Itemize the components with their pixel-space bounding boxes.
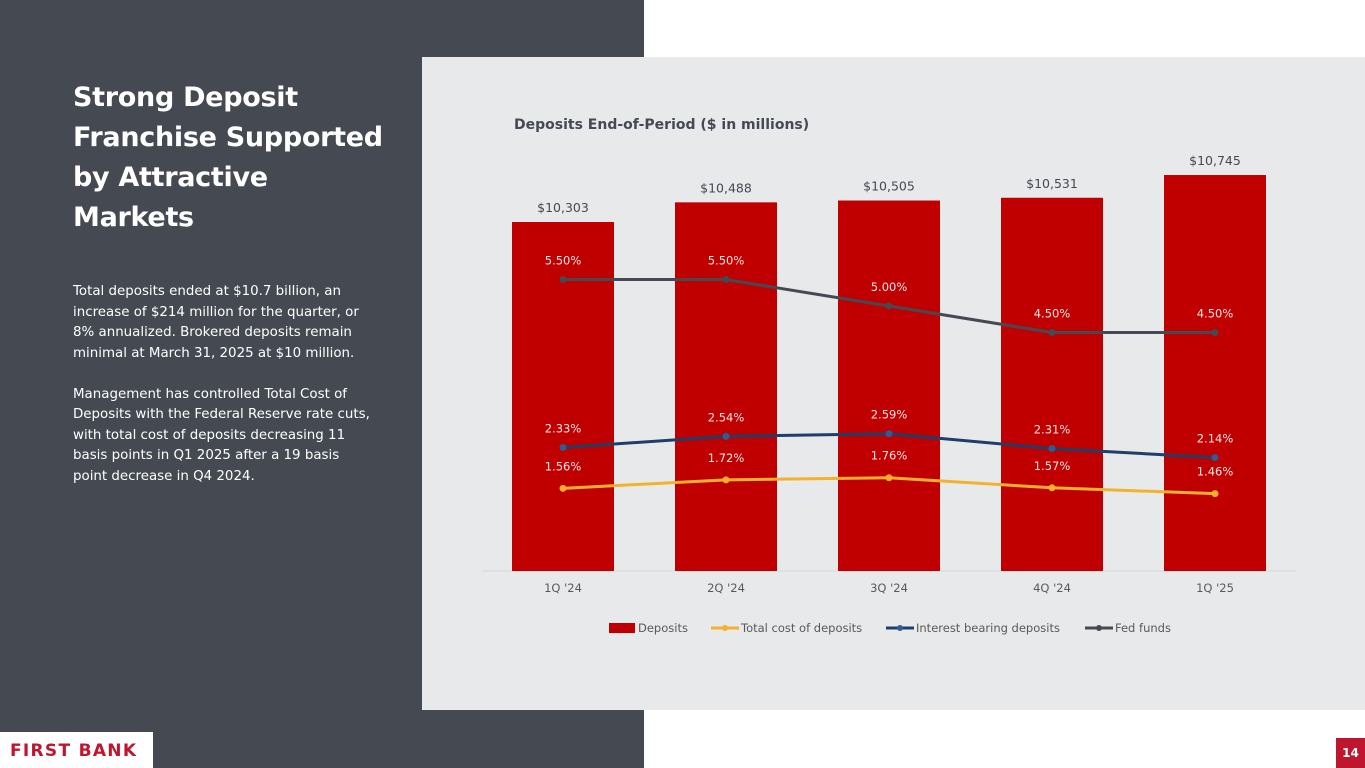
paragraph-deposits: Total deposits ended at $10.7 billion, a…	[73, 284, 359, 361]
label-fed-funds: 5.50%	[545, 254, 582, 268]
label-total-cost-of-deposits: 1.57%	[1034, 459, 1071, 473]
bar-deposits	[838, 200, 940, 571]
point-interest-bearing-deposits	[1048, 445, 1056, 453]
bar-deposits	[512, 222, 614, 571]
point-total-cost-of-deposits	[1211, 490, 1219, 498]
bar-deposits	[1001, 197, 1103, 572]
legend-label-interest-bearing-deposits: Interest bearing deposits	[916, 621, 1060, 635]
point-fed-funds	[1048, 329, 1056, 336]
point-total-cost-of-deposits	[885, 474, 893, 482]
bar-value-label: $10,745	[1189, 153, 1241, 168]
label-interest-bearing-deposits: 2.59%	[871, 408, 908, 422]
page-number: 14	[1336, 738, 1365, 768]
bar-value-label: $10,531	[1026, 176, 1078, 191]
legend: Deposits Total cost of deposits Interest b…	[609, 621, 1171, 635]
bar-deposits	[1164, 175, 1266, 571]
label-fed-funds: 4.50%	[1197, 307, 1234, 321]
legend-label-total-cost-of-deposits: Total cost of deposits	[740, 621, 862, 635]
point-interest-bearing-deposits	[559, 444, 567, 452]
x-tick-label: 1Q '25	[1196, 581, 1234, 595]
label-fed-funds: 4.50%	[1034, 307, 1071, 321]
x-tick-label: 2Q '24	[707, 581, 745, 595]
point-total-cost-of-deposits	[722, 476, 730, 484]
point-fed-funds	[885, 302, 893, 310]
point-total-cost-of-deposits	[559, 484, 567, 492]
legend-marker-fed-funds	[1096, 625, 1102, 631]
slide-title: Strong Deposit Franchise Supported by At…	[73, 82, 383, 233]
bars-group	[512, 175, 1266, 572]
label-interest-bearing-deposits: 2.14%	[1197, 432, 1234, 446]
paragraph-cost: Management has controlled Total Cost of …	[73, 386, 370, 484]
bar-deposits	[675, 202, 777, 571]
x-tick-label: 1Q '24	[544, 581, 582, 595]
bar-value-label: $10,505	[863, 179, 915, 194]
legend-marker-interest-bearing-deposits	[897, 625, 903, 631]
bar-value-label: $10,488	[700, 180, 752, 195]
label-fed-funds: 5.00%	[871, 280, 908, 294]
label-interest-bearing-deposits: 2.54%	[708, 410, 745, 424]
legend-label-deposits: Deposits	[638, 621, 688, 635]
point-fed-funds	[722, 276, 730, 283]
chart-title: Deposits End-of-Period ($ in millions)	[514, 117, 809, 133]
label-total-cost-of-deposits: 1.46%	[1197, 465, 1234, 479]
lines-group	[559, 276, 1219, 498]
x-ticks-group: 1Q '24 2Q '24 3Q '24 4Q '24 1Q '25	[544, 581, 1234, 595]
legend-marker-total-cost-of-deposits	[722, 625, 728, 631]
point-interest-bearing-deposits	[1211, 454, 1219, 462]
point-fed-funds	[1211, 329, 1219, 336]
logo-box	[0, 732, 153, 768]
label-interest-bearing-deposits: 2.31%	[1034, 423, 1071, 437]
point-interest-bearing-deposits	[722, 432, 730, 440]
label-total-cost-of-deposits: 1.72%	[708, 451, 745, 465]
label-fed-funds: 5.50%	[708, 254, 745, 268]
point-interest-bearing-deposits	[885, 430, 893, 438]
labels-group: $10,303 $10,488 $10,505 $10,531 $10,745 5.50%…	[537, 153, 1241, 479]
x-tick-label: 4Q '24	[1033, 581, 1071, 595]
x-tick-label: 3Q '24	[870, 581, 908, 595]
legend-label-fed-funds: Fed funds	[1115, 621, 1171, 635]
label-total-cost-of-deposits: 1.56%	[545, 459, 582, 473]
body-text: Total deposits ended at $10.7 billion, a…	[73, 282, 373, 508]
legend-swatch-deposits	[609, 623, 635, 633]
first-bank-logo: FIRST BANK	[10, 741, 138, 761]
label-total-cost-of-deposits: 1.76%	[871, 449, 908, 463]
label-interest-bearing-deposits: 2.33%	[545, 422, 582, 436]
point-fed-funds	[559, 276, 567, 283]
point-total-cost-of-deposits	[1048, 484, 1056, 492]
bar-value-label: $10,303	[537, 200, 589, 215]
